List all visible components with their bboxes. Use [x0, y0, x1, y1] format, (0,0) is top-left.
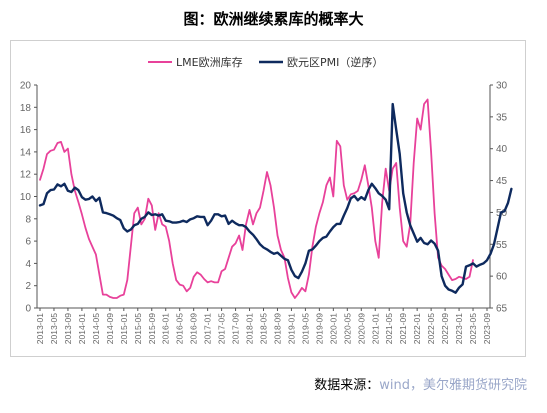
legend-label: 欧元区PMI（逆序）: [287, 55, 383, 69]
y-left-tick-label: 6: [25, 237, 31, 248]
y-left-tick-label: 12: [20, 170, 32, 181]
x-tick-label: 2022-05: [426, 313, 436, 344]
series-line-lme-stock: [39, 98, 474, 299]
source-prefix: 数据来源：: [314, 378, 380, 393]
x-tick-label: 2013-09: [63, 313, 73, 344]
y-right-tick-label: 60: [496, 272, 508, 283]
chart-frame: [10, 40, 526, 357]
x-tick-label: 2014-01: [77, 313, 87, 344]
y-left-tick-label: 0: [25, 304, 31, 315]
legend-label: LME欧洲库存: [176, 55, 243, 69]
x-tick-label: 2023-01: [454, 313, 464, 344]
x-tick-label: 2020-09: [356, 313, 366, 344]
x-tick-label: 2016-01: [161, 313, 171, 344]
x-tick-label: 2015-09: [147, 313, 157, 344]
x-tick-label: 2017-09: [231, 313, 241, 344]
x-tick-label: 2015-01: [119, 313, 129, 344]
x-tick-label: 2018-09: [272, 313, 282, 344]
x-tick-label: 2018-01: [245, 313, 255, 344]
source-text: wind，美尔雅期货研究院: [379, 378, 527, 393]
x-tick-label: 2015-05: [133, 313, 143, 344]
data-source-note: 数据来源：wind，美尔雅期货研究院: [314, 374, 527, 393]
x-tick-label: 2017-01: [203, 313, 213, 344]
x-tick-label: 2018-05: [259, 313, 269, 344]
x-tick-label: 2019-09: [314, 313, 324, 344]
x-tick-label: 2014-05: [91, 313, 101, 344]
y-left-tick-label: 14: [20, 147, 32, 158]
x-tick-label: 2016-05: [175, 313, 185, 344]
series-lines: [38, 98, 513, 299]
x-tick-label: 2021-09: [398, 313, 408, 344]
x-tick-label: 2017-05: [217, 313, 227, 344]
y-right-tick-label: 65: [496, 304, 508, 315]
x-tick-label: 2023-05: [468, 313, 478, 344]
y-right-tick-label: 45: [496, 176, 508, 187]
series-line-eurozone-pmi: [38, 102, 513, 294]
y-left-tick-label: 8: [25, 214, 31, 225]
x-tick-label: 2021-01: [370, 313, 380, 344]
x-tick-label: 2013-05: [49, 313, 59, 344]
x-tick-label: 2020-01: [328, 313, 338, 344]
x-tick-label: 2016-09: [189, 313, 199, 344]
x-tick-label: 2014-09: [105, 313, 115, 344]
chart-title: 图：欧洲继续累库的概率大: [183, 10, 364, 28]
x-tick-label: 2021-05: [384, 313, 394, 344]
y-left-tick-label: 20: [20, 81, 32, 92]
y-right-tick-label: 30: [496, 81, 508, 92]
y-left-tick-label: 4: [25, 259, 31, 270]
y-left-tick-label: 10: [20, 192, 32, 203]
y-right-tick-label: 55: [496, 240, 508, 251]
x-tick-label: 2023-09: [482, 313, 492, 344]
y-right-tick-label: 40: [496, 144, 508, 155]
x-tick-label: 2022-09: [440, 313, 450, 344]
x-tick-label: 2019-01: [286, 313, 296, 344]
x-tick-label: 2022-01: [412, 313, 422, 344]
y-left-tick-label: 16: [20, 125, 32, 136]
x-tick-label: 2019-05: [300, 313, 310, 344]
y-left-tick-label: 2: [25, 281, 31, 292]
y-left-tick-label: 18: [20, 103, 32, 114]
x-tick-label: 2013-01: [35, 313, 45, 344]
chart-legend: LME欧洲库存 欧元区PMI（逆序）: [148, 55, 383, 69]
x-tick-label: 2020-05: [342, 313, 352, 344]
y-right-tick-label: 35: [496, 112, 508, 123]
